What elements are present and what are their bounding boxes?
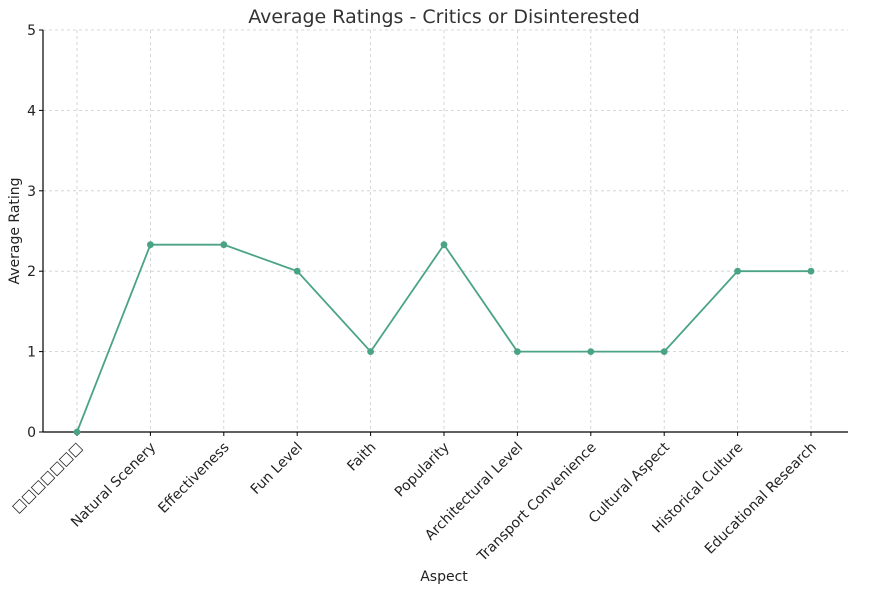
- y-tick-label: 5: [27, 23, 36, 39]
- data-point: [807, 267, 815, 275]
- data-point: [734, 267, 741, 275]
- x-tick-label: Faith: [344, 440, 379, 475]
- data-point: [147, 241, 154, 249]
- grid-lines: [43, 29, 848, 433]
- x-axis-label: Aspect: [420, 569, 468, 585]
- data-point: [220, 241, 228, 249]
- series-group: [73, 241, 815, 436]
- y-tick-label: 1: [27, 345, 36, 361]
- y-tick-label: 3: [27, 184, 36, 200]
- data-point: [587, 348, 595, 355]
- x-tick-label: Popularity: [392, 440, 453, 501]
- data-point: [367, 348, 374, 355]
- y-axis-ticks: 0 1 2 3 4 5: [27, 23, 43, 441]
- y-tick-label: 2: [27, 264, 36, 280]
- x-tick-label: Fun Level: [248, 440, 306, 498]
- data-point: [514, 348, 521, 355]
- y-axis-label: Average Rating: [7, 177, 23, 284]
- chart-title: Average Ratings - Critics or Disinterest…: [248, 6, 640, 28]
- x-tick-label: □□□□□□□: [9, 440, 86, 517]
- data-point: [293, 267, 301, 275]
- data-point: [660, 348, 668, 355]
- axes: [42, 30, 848, 433]
- y-tick-label: 4: [27, 103, 36, 119]
- y-tick-label: 0: [27, 425, 36, 441]
- x-tick-label: Effectiveness: [155, 440, 232, 517]
- data-point: [440, 241, 448, 249]
- x-tick-label: Transport Convenience: [474, 440, 600, 566]
- data-point: [73, 428, 81, 436]
